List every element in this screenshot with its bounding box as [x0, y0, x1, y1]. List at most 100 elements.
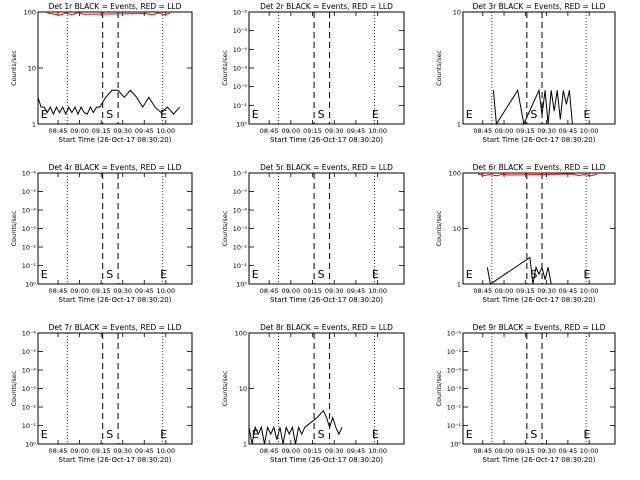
y-tick-label: 10 [28, 65, 36, 73]
event-marker-e: E [41, 268, 48, 281]
x-tick-label: 09:15 [92, 127, 111, 135]
event-marker-s: S [106, 108, 113, 121]
x-tick-label: 09:00 [70, 447, 89, 455]
series-events [492, 88, 573, 126]
x-tick-label: 09:15 [516, 287, 535, 295]
y-tick-label: 10⁰ [450, 441, 461, 449]
event-marker-s: S [530, 108, 537, 121]
x-axis-label: Start Time (26-Oct-17 08:30:20) [483, 136, 596, 144]
x-tick-label: 10:00 [156, 447, 175, 455]
x-tick-label: 09:45 [347, 287, 366, 295]
y-axis-label: Counts/sec [221, 210, 229, 246]
event-marker-s: S [318, 268, 325, 281]
x-tick-label: 09:15 [303, 127, 322, 135]
y-tick-label: 10⁻⁵ [22, 348, 37, 356]
y-tick-label: 10⁻² [22, 404, 37, 412]
event-marker-e: E [584, 428, 591, 441]
y-tick-label: 10⁻⁴ [22, 207, 37, 215]
x-tick-label: 10:00 [368, 127, 387, 135]
event-marker-e: E [466, 268, 473, 281]
y-tick-label: 10⁻⁵ [233, 188, 248, 196]
y-tick-label: 10⁻³ [22, 385, 37, 393]
y-tick-label: 10⁻⁶ [447, 330, 462, 338]
y-tick-label: 1 [457, 281, 461, 289]
x-tick-label: 09:00 [495, 447, 514, 455]
event-marker-s: S [318, 108, 325, 121]
y-tick-label: 10⁻¹ [233, 102, 248, 110]
y-tick-label: 100 [449, 170, 461, 178]
event-marker-e: E [160, 268, 167, 281]
y-tick-label: 10 [453, 225, 461, 233]
event-marker-e: E [584, 268, 591, 281]
x-tick-label: 09:45 [559, 287, 578, 295]
y-axis-label: Counts/sec [221, 370, 229, 406]
x-tick-label: 09:15 [303, 447, 322, 455]
series-lld [478, 173, 597, 177]
x-tick-label: 08:45 [260, 287, 279, 295]
x-tick-label: 09:30 [325, 447, 344, 455]
y-tick-label: 10⁻² [233, 244, 248, 252]
series-lld [47, 12, 171, 16]
x-tick-label: 09:00 [70, 127, 89, 135]
y-tick-label: 10⁻⁴ [22, 367, 37, 375]
x-tick-label: 09:30 [537, 447, 556, 455]
event-marker-e: E [584, 108, 591, 121]
y-tick-label: 10⁻⁴ [233, 46, 248, 54]
event-marker-e: E [41, 428, 48, 441]
y-tick-label: 10⁻⁴ [447, 367, 462, 375]
event-marker-e: E [372, 428, 379, 441]
y-tick-label: 10⁻⁵ [22, 188, 37, 196]
x-tick-label: 09:45 [135, 447, 154, 455]
x-tick-label: 08:45 [260, 127, 279, 135]
x-tick-label: 10:00 [368, 287, 387, 295]
event-marker-s: S [530, 428, 537, 441]
y-tick-label: 10⁻⁶ [233, 170, 248, 178]
y-tick-label: 10⁻¹ [447, 422, 462, 430]
y-axis-label: Counts/sec [435, 50, 443, 86]
x-axis-label: Start Time (26-Oct-17 08:30:20) [59, 296, 172, 304]
series-events [486, 256, 552, 285]
plot-frame [248, 11, 405, 125]
x-axis-label: Start Time (26-Oct-17 08:30:20) [270, 136, 383, 144]
x-tick-label: 10:00 [580, 447, 599, 455]
panel-title: Det 2r BLACK = Events, RED = LLD [260, 2, 393, 11]
y-tick-label: 10⁻³ [447, 385, 462, 393]
y-tick-label: 10⁻¹ [233, 262, 248, 270]
x-axis-label: Start Time (26-Oct-17 08:30:20) [59, 136, 172, 144]
y-tick-label: 10⁻⁴ [233, 207, 248, 215]
panel-title: Det 3r BLACK = Events, RED = LLD [473, 2, 606, 11]
event-marker-e: E [252, 268, 259, 281]
event-marker-s: S [106, 428, 113, 441]
panel-title: Det 8r BLACK = Events, RED = LLD [260, 323, 393, 332]
event-marker-e: E [466, 428, 473, 441]
detector-panel-8: Det 8r BLACK = Events, RED = LLD 08:45 09:… [221, 323, 405, 464]
event-marker-e: E [252, 108, 259, 121]
y-axis-label: Counts/sec [10, 370, 18, 406]
x-tick-label: 09:15 [92, 287, 111, 295]
x-tick-label: 10:00 [368, 447, 387, 455]
x-axis-label: Start Time (26-Oct-17 08:30:20) [59, 456, 172, 464]
detector-panel-2: Det 2r BLACK = Events, RED = LLD 08:45 09:… [221, 2, 405, 144]
x-tick-label: 09:30 [113, 127, 132, 135]
y-tick-label: 10⁰ [25, 281, 36, 289]
plot-frame [248, 172, 405, 285]
plot-frame [462, 11, 616, 125]
y-axis-label: Counts/sec [10, 210, 18, 246]
y-tick-label: 10⁻⁵ [233, 27, 248, 35]
x-tick-label: 09:45 [559, 447, 578, 455]
x-tick-label: 08:45 [473, 447, 492, 455]
event-marker-e: E [372, 108, 379, 121]
x-tick-label: 10:00 [156, 287, 175, 295]
panel-title: Det 5r BLACK = Events, RED = LLD [260, 163, 393, 172]
event-marker-e: E [252, 428, 259, 441]
x-tick-label: 08:45 [260, 447, 279, 455]
x-tick-label: 09:00 [281, 287, 300, 295]
y-axis-label: Counts/sec [221, 50, 229, 86]
x-tick-label: 09:15 [516, 127, 535, 135]
